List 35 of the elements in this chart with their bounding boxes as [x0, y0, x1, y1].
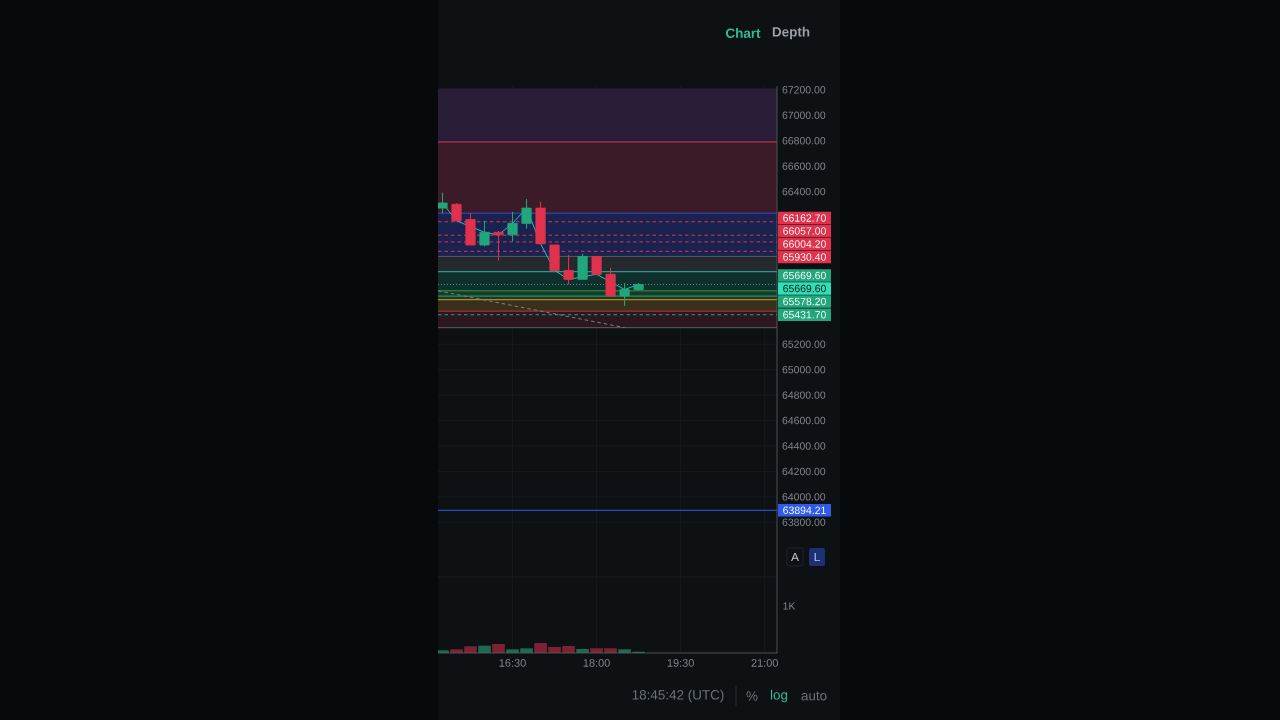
ref-line-label: 65669.60: [783, 271, 826, 280]
text: Chart: [726, 28, 761, 38]
y-tick-label: 65000.00: [782, 365, 826, 374]
ref-line-label: 66004.20: [783, 240, 826, 248]
ref-line-label: 65578.20: [783, 297, 826, 306]
y-tick-label: 63800.00: [782, 518, 826, 527]
text: Depth: [772, 26, 810, 40]
ref-line-label: 66162.70: [783, 214, 826, 222]
y-tick-label: 67200.00: [782, 86, 826, 94]
y-tick-label: 64800.00: [782, 391, 826, 399]
ref-line-label: 65431.70: [783, 311, 826, 319]
text: 18:45:42 (UTC): [632, 689, 724, 703]
ref-line-label: 65930.40: [783, 253, 826, 261]
ref-line-label: 66057.00: [783, 227, 826, 235]
text: 65669.60: [783, 284, 826, 293]
x-tick-label: 19:30: [667, 659, 694, 667]
y-tick-label: 65200.00: [782, 340, 826, 348]
ref-line-label: 63894.21: [783, 506, 826, 515]
x-tick-label: 18:00: [583, 659, 610, 667]
text: %: [746, 691, 758, 701]
y-tick-label: 66600.00: [782, 162, 826, 170]
x-tick-label: 21:00: [751, 659, 778, 667]
x-tick-label: 16:30: [499, 659, 526, 667]
text: log: [770, 689, 788, 703]
text: 1K: [783, 602, 796, 610]
y-tick-label: 66400.00: [782, 187, 826, 196]
text: L: [814, 552, 820, 562]
text: A: [791, 552, 799, 562]
text: auto: [801, 691, 827, 701]
y-tick-label: 64400.00: [782, 442, 826, 450]
y-tick-label: 64000.00: [782, 493, 826, 501]
y-tick-label: 64200.00: [782, 467, 826, 476]
y-tick-label: 67000.00: [782, 111, 826, 119]
y-tick-label: 64600.00: [782, 416, 826, 425]
y-tick-label: 66800.00: [782, 136, 826, 145]
